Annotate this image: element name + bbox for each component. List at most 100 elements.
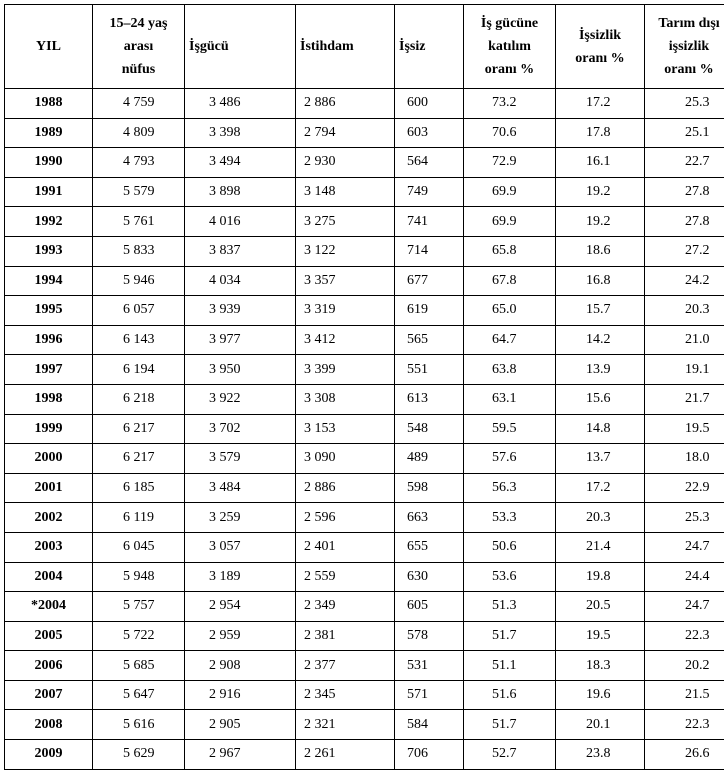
value-cell: 3 090	[295, 443, 395, 474]
value-cell: 19.5	[644, 413, 724, 445]
value-cell: 51.6	[463, 679, 556, 711]
value-cell: 2 349	[295, 591, 395, 622]
year-cell: 1998	[4, 383, 93, 415]
header-text: İstihdam	[300, 39, 354, 54]
value-cell: 4 016	[184, 206, 296, 237]
value-cell: 2 916	[184, 679, 296, 711]
value-cell: 15.7	[555, 295, 645, 326]
value-cell: 6 218	[92, 383, 185, 415]
value-cell: 4 793	[92, 147, 185, 178]
value-cell: 489	[394, 443, 464, 474]
table-row: 1995 6 057 3 939 3 319 619 65.0 15.7 20.3	[4, 295, 724, 326]
value-cell: 21.0	[644, 324, 724, 356]
header-text: Tarım dışı	[658, 16, 720, 31]
value-cell: 6 217	[92, 443, 185, 474]
value-cell: 24.2	[644, 265, 724, 297]
value-cell: 3 319	[295, 295, 395, 326]
value-cell: 4 034	[184, 265, 296, 297]
value-cell: 25.1	[644, 117, 724, 149]
year-cell: *2004	[4, 591, 93, 622]
header-row: YIL 15–24 yaş arası nüfus İşgücü İstihdam İşsi…	[4, 4, 724, 89]
value-cell: 548	[394, 413, 464, 445]
value-cell: 52.7	[463, 739, 556, 770]
value-cell: 3 189	[184, 561, 296, 593]
value-cell: 22.7	[644, 147, 724, 178]
value-cell: 2 321	[295, 709, 395, 741]
value-cell: 714	[394, 235, 464, 267]
table-row: 2006 5 685 2 908 2 377 531 51.1 18.3 20.2	[4, 650, 724, 681]
value-cell: 2 377	[295, 650, 395, 681]
value-cell: 3 275	[295, 206, 395, 237]
table-row: *2004 5 757 2 954 2 349 605 51.3 20.5 24.7	[4, 591, 724, 622]
value-cell: 51.1	[463, 650, 556, 681]
value-cell: 3 486	[184, 88, 296, 119]
value-cell: 69.9	[463, 176, 556, 208]
value-cell: 25.3	[644, 88, 724, 119]
value-cell: 3 922	[184, 383, 296, 415]
value-cell: 22.3	[644, 709, 724, 741]
value-cell: 655	[394, 531, 464, 563]
value-cell: 22.3	[644, 620, 724, 652]
value-cell: 2 596	[295, 502, 395, 533]
year-cell: 1996	[4, 324, 93, 356]
header-cell: İş gücüne katılım oranı %	[463, 4, 556, 89]
year-cell: 1995	[4, 295, 93, 326]
value-cell: 6 185	[92, 472, 185, 504]
header-cell: İşgücü	[184, 4, 296, 89]
value-cell: 18.3	[555, 650, 645, 681]
value-cell: 20.3	[555, 502, 645, 533]
year-cell: 1990	[4, 147, 93, 178]
value-cell: 2 886	[295, 88, 395, 119]
year-cell: 2002	[4, 502, 93, 533]
value-cell: 613	[394, 383, 464, 415]
table-row: 2007 5 647 2 916 2 345 571 51.6 19.6 21.5	[4, 679, 724, 711]
header-cell: 15–24 yaş arası nüfus	[92, 4, 185, 89]
header-text: 15–24 yaş	[109, 16, 168, 31]
value-cell: 50.6	[463, 531, 556, 563]
value-cell: 19.2	[555, 176, 645, 208]
header-text: nüfus	[121, 62, 156, 77]
table-row: 1996 6 143 3 977 3 412 565 64.7 14.2 21.0	[4, 324, 724, 356]
header-text: İşsiz	[399, 39, 426, 54]
value-cell: 4 759	[92, 88, 185, 119]
value-cell: 19.5	[555, 620, 645, 652]
value-cell: 53.3	[463, 502, 556, 533]
value-cell: 578	[394, 620, 464, 652]
value-cell: 3 148	[295, 176, 395, 208]
table-row: 2004 5 948 3 189 2 559 630 53.6 19.8 24.4	[4, 561, 724, 593]
value-cell: 3 950	[184, 354, 296, 385]
value-cell: 25.3	[644, 502, 724, 533]
header-cell: İşsizlik oranı %	[555, 4, 645, 89]
value-cell: 605	[394, 591, 464, 622]
value-cell: 51.3	[463, 591, 556, 622]
value-cell: 3 579	[184, 443, 296, 474]
value-cell: 18.0	[644, 443, 724, 474]
value-cell: 564	[394, 147, 464, 178]
value-cell: 5 948	[92, 561, 185, 593]
value-cell: 27.2	[644, 235, 724, 267]
value-cell: 2 959	[184, 620, 296, 652]
header-cell: İstihdam	[295, 4, 395, 89]
value-cell: 3 398	[184, 117, 296, 149]
value-cell: 27.8	[644, 206, 724, 237]
value-cell: 67.8	[463, 265, 556, 297]
header-text: oranı %	[575, 50, 625, 66]
year-cell: 2000	[4, 443, 93, 474]
value-cell: 3 939	[184, 295, 296, 326]
value-cell: 531	[394, 650, 464, 681]
value-cell: 16.1	[555, 147, 645, 178]
value-cell: 22.9	[644, 472, 724, 504]
value-cell: 2 345	[295, 679, 395, 711]
year-cell: 1989	[4, 117, 93, 149]
value-cell: 3 412	[295, 324, 395, 356]
value-cell: 17.2	[555, 88, 645, 119]
value-cell: 17.2	[555, 472, 645, 504]
value-cell: 21.5	[644, 679, 724, 711]
year-cell: 2003	[4, 531, 93, 563]
value-cell: 4 809	[92, 117, 185, 149]
value-cell: 2 930	[295, 147, 395, 178]
year-cell: 2006	[4, 650, 93, 681]
header-text: oranı %	[664, 62, 714, 77]
value-cell: 73.2	[463, 88, 556, 119]
